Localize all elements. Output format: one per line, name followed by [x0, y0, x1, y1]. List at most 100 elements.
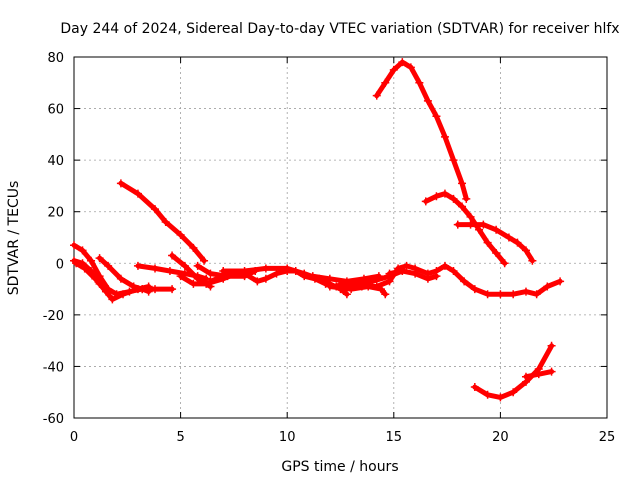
- data-point: [87, 256, 96, 265]
- data-point: [492, 248, 501, 257]
- data-point: [133, 189, 142, 198]
- data-point: [104, 261, 113, 270]
- data-point: [151, 285, 160, 294]
- x-tick-label: 25: [599, 430, 616, 445]
- data-point: [165, 267, 174, 276]
- chart-title: Day 244 of 2024, Sidereal Day-to-day VTE…: [60, 21, 619, 37]
- data-point: [521, 287, 530, 296]
- data-point: [87, 267, 96, 276]
- data-point: [385, 269, 394, 278]
- y-tick-label: 60: [47, 103, 64, 118]
- data-point: [133, 261, 142, 270]
- data-point: [138, 285, 147, 294]
- data-point: [402, 261, 411, 270]
- data-point: [161, 218, 170, 227]
- data-point: [200, 256, 209, 265]
- data-point: [500, 259, 509, 268]
- data-point: [342, 290, 351, 299]
- data-point: [351, 279, 360, 288]
- series-arc-06: [133, 261, 211, 283]
- data-point: [70, 256, 78, 265]
- x-tick-label: 0: [70, 430, 78, 445]
- series-arc-05: [116, 179, 209, 265]
- data-point: [78, 259, 87, 268]
- data-point: [449, 194, 458, 203]
- x-tick-label: 5: [176, 430, 184, 445]
- data-point: [206, 277, 215, 286]
- data-point: [521, 246, 530, 255]
- data-point: [532, 290, 541, 299]
- data-point: [462, 194, 471, 203]
- data-point: [261, 264, 270, 273]
- y-tick-label: 20: [47, 206, 64, 221]
- data-point: [504, 233, 513, 242]
- data-point: [180, 261, 189, 270]
- data-point: [368, 277, 377, 286]
- data-point: [129, 282, 138, 291]
- data-point: [509, 388, 518, 397]
- data-point: [556, 277, 565, 286]
- series-arc-15: [372, 58, 471, 203]
- series-arc-17: [453, 220, 537, 265]
- data-point: [389, 65, 398, 74]
- data-point: [119, 290, 128, 299]
- data-point: [95, 279, 104, 288]
- data-point: [300, 269, 309, 278]
- y-tick-label: -20: [43, 309, 64, 324]
- series-line: [374, 59, 469, 202]
- data-point: [483, 390, 492, 399]
- y-axis-label: SDTVAR / TECUs: [6, 181, 22, 296]
- y-tick-label: -60: [43, 412, 64, 427]
- data-point: [381, 78, 390, 87]
- x-tick-label: 20: [492, 430, 509, 445]
- data-point: [440, 132, 449, 141]
- data-point: [453, 220, 462, 229]
- data-point: [466, 220, 475, 229]
- data-point: [95, 254, 104, 263]
- data-point: [460, 277, 469, 286]
- data-point: [547, 341, 556, 350]
- data-point: [432, 272, 441, 281]
- data-point: [470, 285, 479, 294]
- y-tick-label: 0: [56, 257, 64, 272]
- data-point: [336, 279, 345, 288]
- data-point: [202, 279, 211, 288]
- data-point: [104, 287, 113, 296]
- y-tick-label: -40: [43, 360, 64, 375]
- data-point: [108, 295, 117, 304]
- data-point: [496, 393, 505, 402]
- data-point: [543, 282, 552, 291]
- y-tick-label: 40: [47, 154, 64, 169]
- data-point: [253, 277, 262, 286]
- data-point: [78, 246, 87, 255]
- data-point: [219, 267, 228, 276]
- data-point: [70, 241, 78, 250]
- data-point: [496, 290, 505, 299]
- data-point: [193, 261, 202, 270]
- series-arc-13: [325, 282, 390, 299]
- data-point: [398, 267, 407, 276]
- data-point: [189, 243, 198, 252]
- data-point: [458, 202, 467, 211]
- data-point: [421, 197, 430, 206]
- data-series: [70, 58, 565, 402]
- x-tick-label: 10: [279, 430, 296, 445]
- data-point: [449, 267, 458, 276]
- data-point: [534, 370, 543, 379]
- data-point: [381, 290, 390, 299]
- data-point: [432, 112, 441, 121]
- data-point: [325, 282, 334, 291]
- data-point: [440, 261, 449, 270]
- data-point: [423, 274, 432, 283]
- y-axis: -60 -40 -20 0 20 40 60 80: [43, 51, 607, 427]
- y-tick-label: 80: [47, 51, 64, 66]
- grid-lines: [74, 57, 607, 418]
- series-arc-03: [70, 256, 113, 296]
- data-point: [470, 383, 479, 392]
- series-arc-18: [385, 267, 441, 283]
- data-point: [272, 269, 281, 278]
- data-point: [513, 238, 522, 247]
- data-point: [372, 91, 381, 100]
- data-point: [411, 269, 420, 278]
